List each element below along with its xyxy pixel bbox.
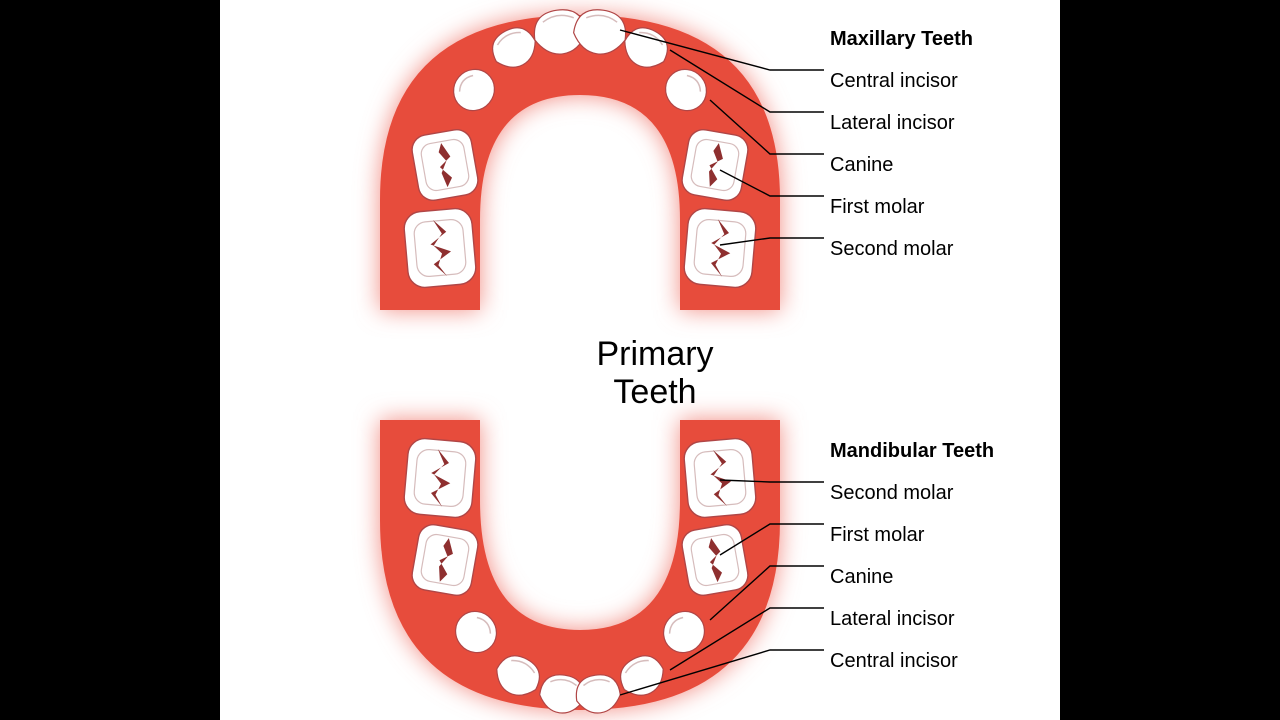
tooth-label: Lateral incisor xyxy=(830,598,994,640)
upper-tooth-7 xyxy=(680,127,751,202)
label-heading: Maxillary Teeth xyxy=(830,18,973,60)
upper-tooth-8 xyxy=(403,207,477,289)
lower-tooth-2 xyxy=(410,522,481,597)
lower-tooth-3 xyxy=(680,522,751,597)
tooth-label: Second molar xyxy=(830,472,994,514)
tooth-label: Central incisor xyxy=(830,640,994,682)
diagram-stage: PrimaryTeeth Maxillary TeethCentral inci… xyxy=(220,0,1060,720)
tooth-label: First molar xyxy=(830,514,994,556)
upper-tooth-9 xyxy=(683,207,757,289)
lower-tooth-1 xyxy=(683,437,757,519)
mandibular-labels: Mandibular TeethSecond molarFirst molarC… xyxy=(830,430,994,682)
diagram-title: PrimaryTeeth xyxy=(550,335,760,411)
lower-tooth-0 xyxy=(403,437,477,519)
tooth-label: Second molar xyxy=(830,228,973,270)
label-heading: Mandibular Teeth xyxy=(830,430,994,472)
tooth-label: Central incisor xyxy=(830,60,973,102)
maxillary-labels: Maxillary TeethCentral incisorLateral in… xyxy=(830,18,973,270)
tooth-label: Canine xyxy=(830,556,994,598)
tooth-label: First molar xyxy=(830,186,973,228)
upper-tooth-6 xyxy=(410,127,481,202)
tooth-label: Canine xyxy=(830,144,973,186)
tooth-label: Lateral incisor xyxy=(830,102,973,144)
